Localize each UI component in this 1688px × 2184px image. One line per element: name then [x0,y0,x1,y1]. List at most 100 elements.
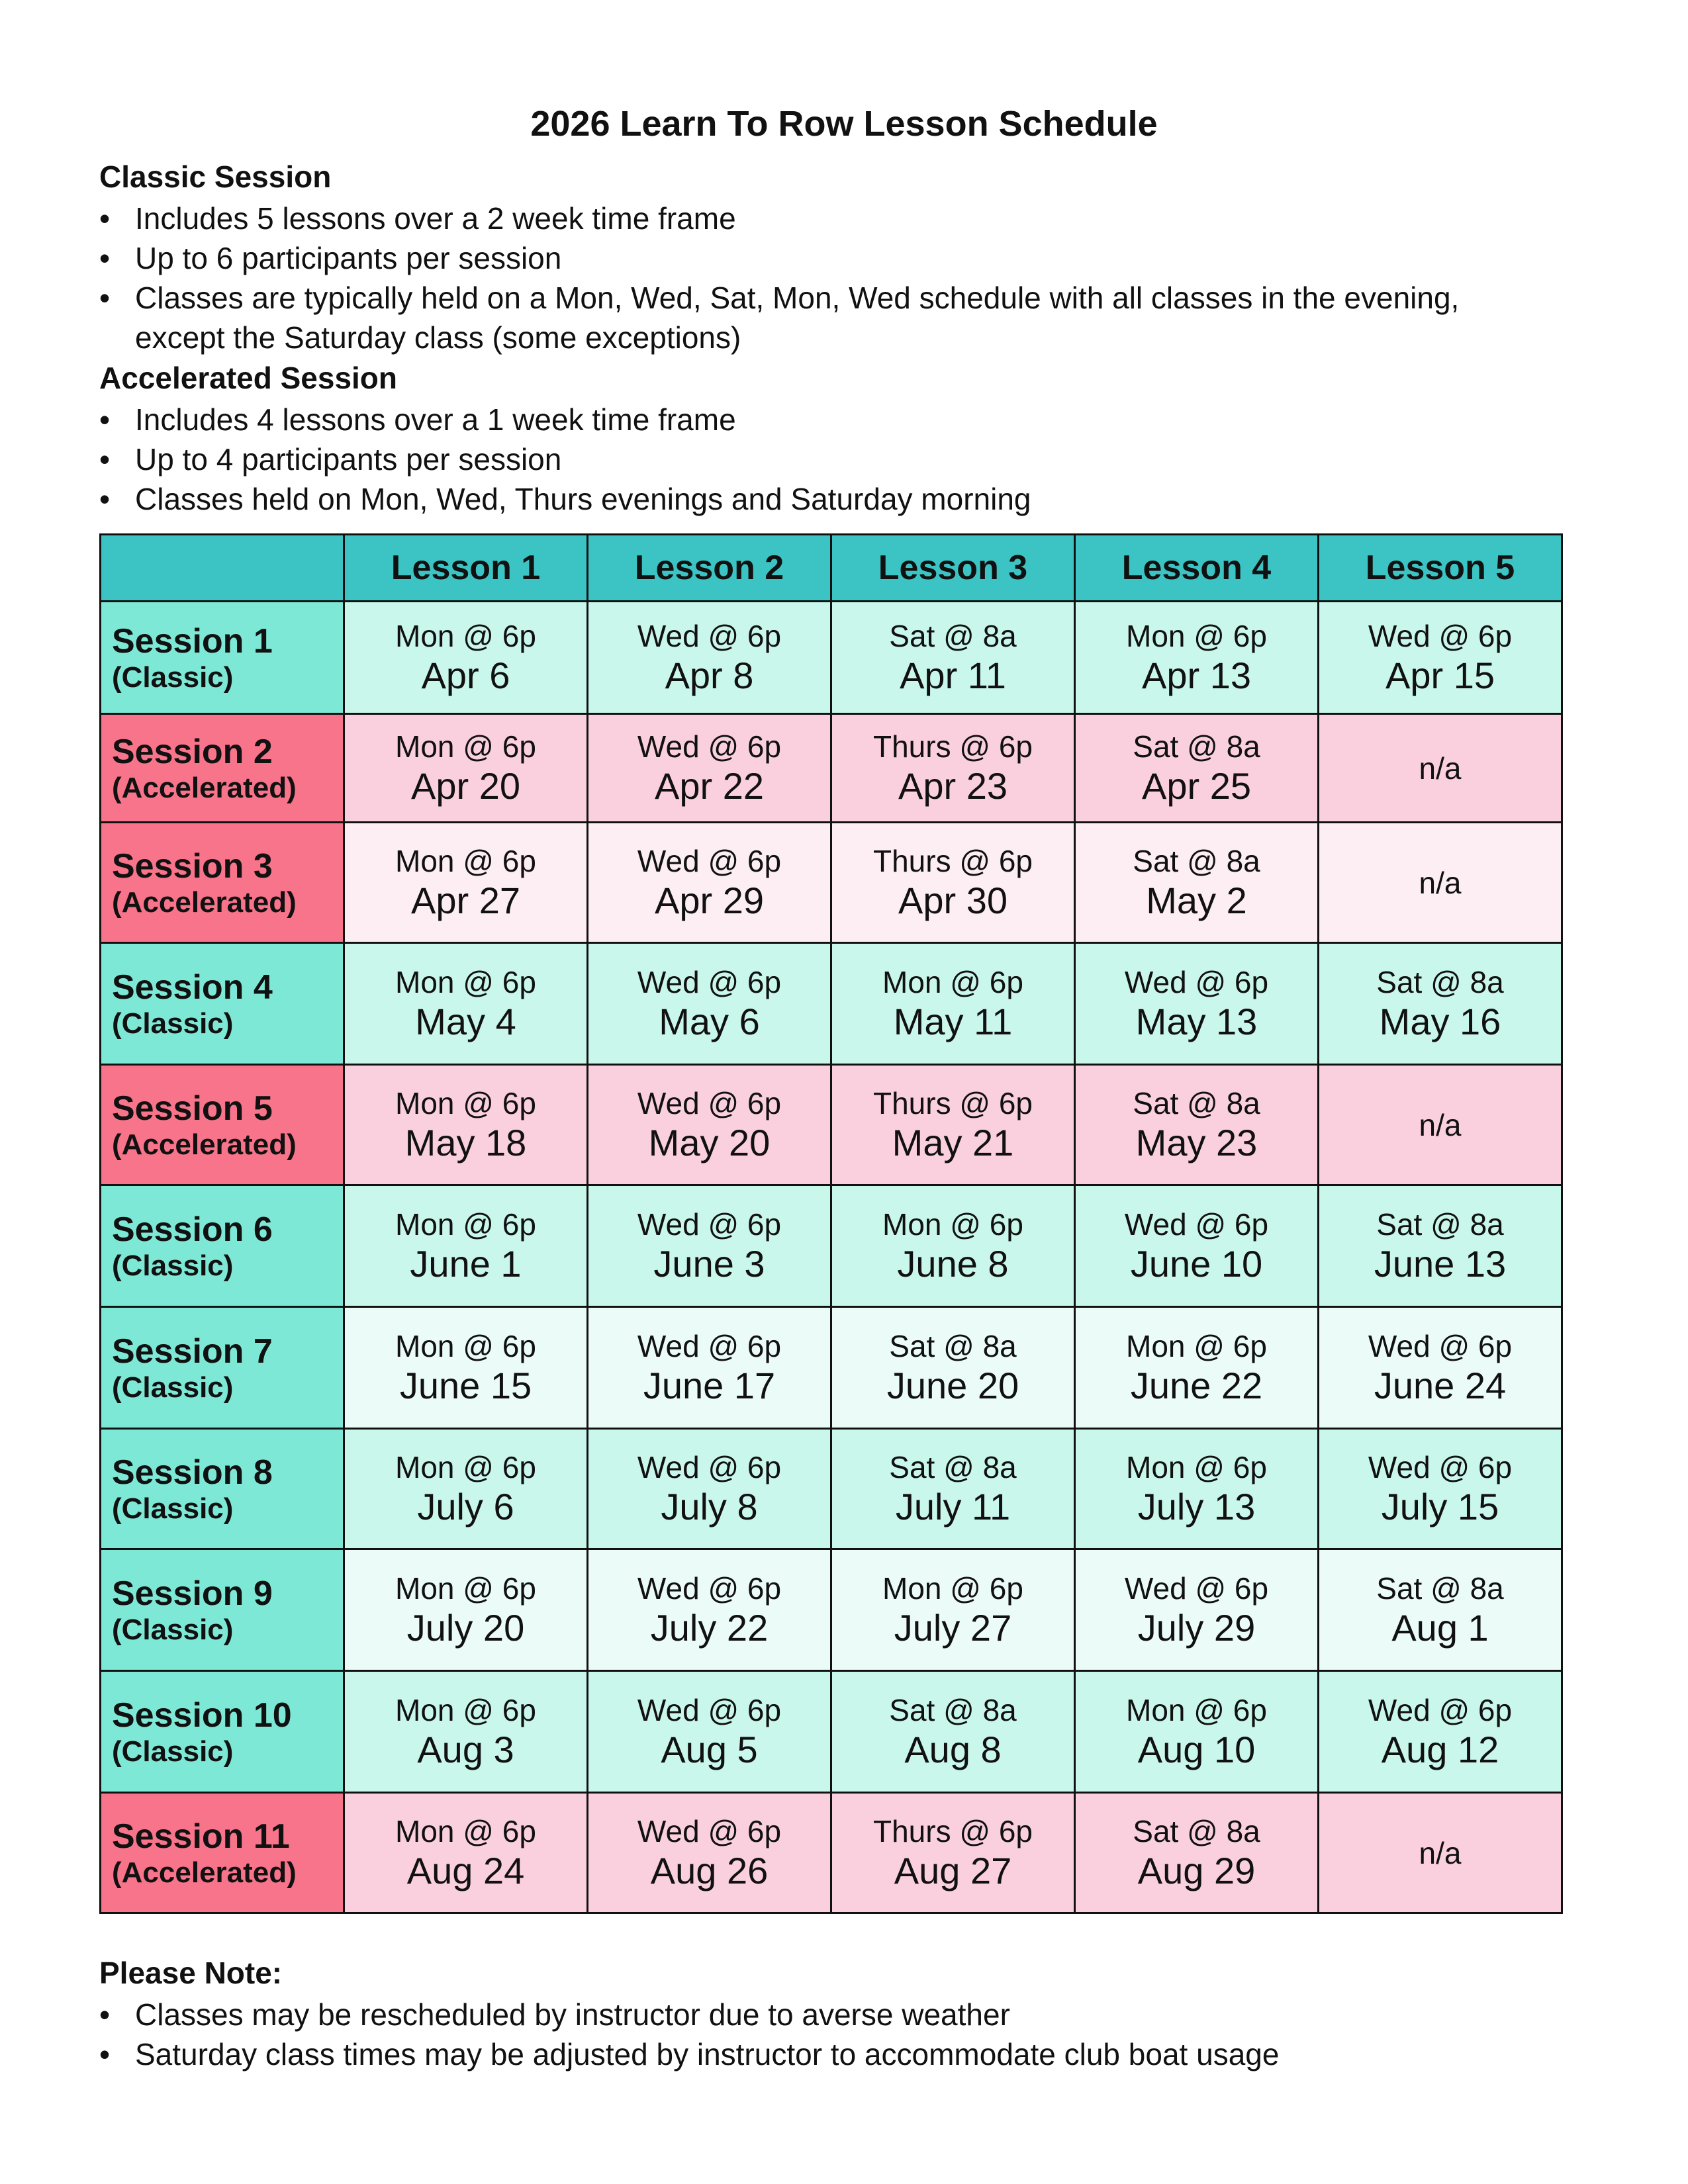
lesson-date: June 22 [1130,1365,1263,1406]
lesson-cell: Wed @ 6p July 15 [1317,1428,1563,1550]
lesson-time: Sat @ 8a [1133,1814,1260,1848]
lesson-cell: Wed @ 6p Apr 29 [586,821,832,944]
lesson-cell: Wed @ 6p Aug 5 [586,1670,832,1794]
lesson-time: Mon @ 6p [395,1450,536,1484]
lesson-cell: Sat @ 8a June 13 [1317,1184,1563,1308]
lesson-date: June 8 [897,1243,1009,1285]
session-name: Session 7 [112,1332,273,1371]
lesson-cell: Sat @ 8a Aug 8 [830,1670,1076,1794]
lesson-date: Apr 30 [898,880,1008,921]
lesson-date: Aug 26 [650,1850,769,1891]
session-kind: (Accelerated) [112,886,297,919]
lesson-time: Mon @ 6p [395,1693,536,1727]
lesson-date: June 20 [886,1365,1019,1406]
header-cell [99,533,345,602]
lesson-date: Apr 11 [900,655,1006,696]
lesson-date: July 11 [895,1486,1011,1527]
lesson-date: Aug 24 [406,1850,525,1891]
lesson-date: July 20 [406,1607,525,1649]
lesson-cell: Mon @ 6p Aug 10 [1074,1670,1319,1794]
session-kind: (Classic) [112,1371,234,1404]
lesson-time: Wed @ 6p [637,1086,782,1120]
lesson-date: Apr 22 [655,765,764,807]
lesson-date: Apr 29 [655,880,764,921]
lesson-date: Aug 27 [894,1850,1012,1891]
lesson-date: May 23 [1135,1122,1258,1163]
session-label: Session 6 (Classic) [99,1184,345,1308]
lesson-cell: Mon @ 6p Aug 3 [343,1670,588,1794]
lesson-time: Wed @ 6p [637,729,782,764]
lesson-time: Wed @ 6p [637,1571,782,1606]
bullet-dot: • [99,201,111,236]
bullet-text: Saturday class times may be adjusted by … [135,2037,1280,2071]
lesson-cell: Mon @ 6p June 8 [830,1184,1076,1308]
session-kind: (Classic) [112,1249,234,1282]
lesson-date: June 10 [1130,1243,1263,1285]
lesson-time: Sat @ 8a [1133,844,1260,878]
lesson-date: June 15 [399,1365,532,1406]
lesson-date: May 11 [893,1001,1013,1042]
lesson-na: n/a [1317,1064,1563,1186]
lesson-cell: Wed @ 6p June 3 [586,1184,832,1308]
lesson-date: Aug 10 [1137,1729,1256,1770]
session-name: Session 8 [112,1453,273,1492]
lesson-cell: Sat @ 8a May 16 [1317,942,1563,1066]
lesson-time: Wed @ 6p [637,965,782,999]
column-header: Lesson 1 [343,533,588,602]
session-label: Session 7 (Classic) [99,1306,345,1430]
lesson-cell: Mon @ 6p June 1 [343,1184,588,1308]
lesson-cell: Wed @ 6p July 8 [586,1428,832,1550]
lesson-cell: Wed @ 6p Apr 15 [1317,600,1563,715]
session-kind: (Classic) [112,1735,234,1768]
section-heading: Please Note: [99,1956,283,1990]
session-name: Session 4 [112,968,273,1007]
lesson-date: May 16 [1379,1001,1501,1042]
session-kind: (Accelerated) [112,1856,297,1889]
lesson-date: May 13 [1135,1001,1258,1042]
lesson-date: June 1 [410,1243,522,1285]
lesson-cell: Thurs @ 6p Aug 27 [830,1792,1076,1914]
lesson-cell: Mon @ 6p July 20 [343,1548,588,1672]
lesson-date: Apr 13 [1142,655,1251,696]
lesson-cell: Wed @ 6p June 17 [586,1306,832,1430]
lesson-cell: Mon @ 6p July 6 [343,1428,588,1550]
session-name: Session 10 [112,1696,292,1735]
lesson-cell: Mon @ 6p Apr 6 [343,600,588,715]
lesson-cell: Wed @ 6p May 13 [1074,942,1319,1066]
lesson-date: Apr 6 [421,655,510,696]
lesson-time: Sat @ 8a [889,1450,1017,1484]
lesson-time: Mon @ 6p [1126,1693,1267,1727]
lesson-date: Aug 5 [661,1729,758,1770]
bullet-text: Classes held on Mon, Wed, Thurs evenings… [135,482,1031,516]
lesson-time: Thurs @ 6p [872,1814,1033,1848]
lesson-cell: Mon @ 6p Aug 24 [343,1792,588,1914]
lesson-cell: Wed @ 6p Aug 26 [586,1792,832,1914]
session-label: Session 3 (Accelerated) [99,821,345,944]
section-heading: Classic Session [99,159,332,194]
lesson-time: Wed @ 6p [1368,1450,1513,1484]
lesson-cell: Mon @ 6p May 18 [343,1064,588,1186]
lesson-date: Aug 3 [417,1729,514,1770]
lesson-time: Mon @ 6p [395,965,536,999]
session-kind: (Classic) [112,660,234,694]
lesson-time: Sat @ 8a [1133,1086,1260,1120]
lesson-cell: Thurs @ 6p May 21 [830,1064,1076,1186]
session-label: Session 5 (Accelerated) [99,1064,345,1186]
lesson-cell: Mon @ 6p June 22 [1074,1306,1319,1430]
bullet-dot: • [99,442,111,477]
session-label: Session 11 (Accelerated) [99,1792,345,1914]
lesson-time: Wed @ 6p [637,1814,782,1848]
lesson-time: Wed @ 6p [1368,1329,1513,1363]
lesson-time: Mon @ 6p [395,1329,536,1363]
lesson-time: Mon @ 6p [882,965,1023,999]
session-label: Session 1 (Classic) [99,600,345,715]
lesson-cell: Mon @ 6p May 4 [343,942,588,1066]
lesson-date: Apr 20 [411,765,520,807]
bullet-text: Includes 4 lessons over a 1 week time fr… [135,402,736,437]
bullet-dot: • [99,402,111,437]
lesson-time: Wed @ 6p [637,1329,782,1363]
session-name: Session 11 [112,1817,290,1856]
lesson-cell: Wed @ 6p June 24 [1317,1306,1563,1430]
title: 2026 Learn To Row Lesson Schedule [530,104,1158,144]
lesson-date: May 20 [648,1122,771,1163]
